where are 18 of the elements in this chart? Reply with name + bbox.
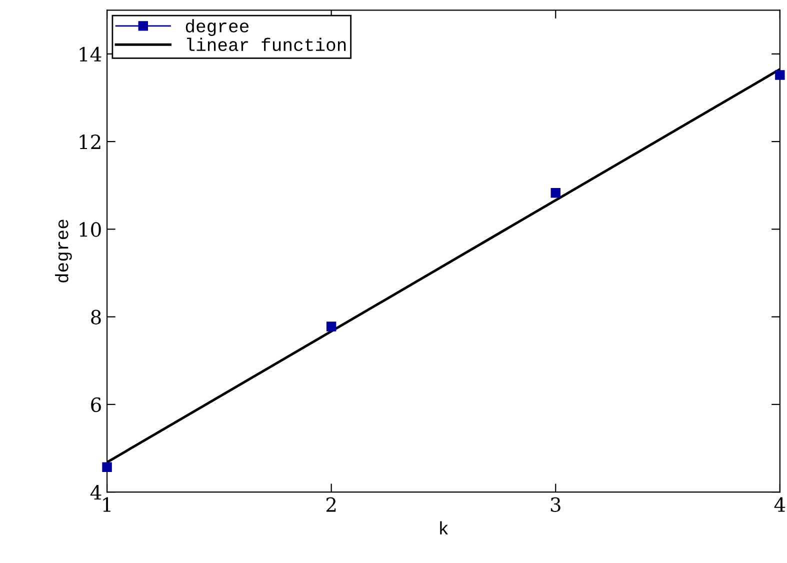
x-tick-label: 3 [550,497,560,512]
x-tick-label: 4 [774,497,786,512]
point [775,70,785,80]
legend-label: linear function [187,38,346,52]
y-tick-label: 12 [80,134,100,149]
x-axis-title: k [440,521,448,534]
x-tick-label: 2 [326,497,336,512]
y-tick-label: 4 [90,485,102,500]
y-tick-label: 8 [91,310,101,324]
point [102,462,112,472]
y-axis-title: degree [55,220,72,282]
legend-label: degree [186,19,248,36]
point [550,188,560,198]
y-tick-label: 6 [91,397,101,412]
point [326,322,336,332]
y-tick-label: 10 [80,222,101,237]
y-tick-label: 14 [80,46,102,62]
x-tick-label: 1 [103,497,110,512]
